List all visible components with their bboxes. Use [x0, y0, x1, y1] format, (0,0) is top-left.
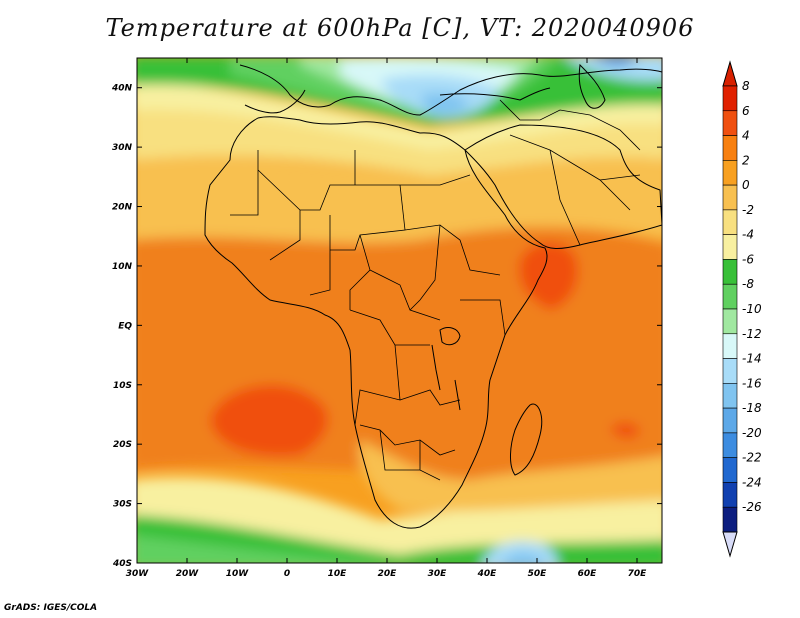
mediterranean-blue-deep	[420, 93, 470, 116]
northeast-blue-deep	[594, 58, 638, 66]
north-africa-warm-band	[137, 147, 662, 243]
madagascar-coastline	[510, 403, 543, 476]
colorbar-bottom-arrow	[722, 531, 738, 558]
colorbar-label: -10	[742, 302, 762, 316]
plot-frame	[136, 57, 663, 564]
colorbar-label: -6	[742, 252, 754, 266]
colorbar-segment	[722, 85, 738, 112]
colorbar-label: -12	[742, 327, 762, 341]
temperature-field	[137, 58, 662, 563]
lon-tick-label: 0	[284, 569, 290, 579]
north-pale-band	[137, 80, 662, 150]
coastlines-and-borders	[204, 63, 662, 529]
lat-tick-label: 20N	[112, 203, 133, 213]
colorbar-label: -26	[742, 500, 762, 514]
colorbar-label: -4	[742, 228, 754, 242]
colorbar-label: -2	[742, 203, 754, 217]
lat-tick-label: 30S	[113, 500, 132, 510]
caspian-coastline	[578, 63, 606, 109]
longitude-axis: 30W 20W 10W 0 10E 20E 30E 40E 50E 60E 70E	[126, 58, 647, 579]
europe-coastline	[239, 64, 662, 116]
south-subtropic-warm	[359, 440, 662, 512]
colorbar-label: 0	[742, 178, 750, 192]
colorbar-segment	[722, 506, 738, 533]
colorbar-segment	[722, 457, 738, 483]
colorbar-segment	[722, 110, 738, 136]
south-blue-core	[503, 552, 544, 563]
colorbar-label: 6	[742, 104, 750, 118]
colorbar-segment	[722, 407, 738, 434]
colorbar-label: -18	[742, 401, 762, 415]
lon-tick-label: 20E	[378, 569, 398, 579]
atlantic-hot-spot	[210, 384, 329, 457]
colorbar-segment	[722, 308, 738, 335]
arabia-borders	[509, 134, 641, 246]
lat-tick-label: 40S	[112, 559, 132, 569]
colorbar-segment	[722, 383, 738, 409]
colorbar-segment	[722, 283, 738, 310]
iberia-coastline	[244, 89, 306, 114]
colorbar-segment	[722, 358, 738, 384]
lat-tick-label: 10S	[113, 381, 132, 391]
colorbar-segment	[722, 259, 738, 285]
lat-tick-label: 30N	[112, 143, 133, 153]
lat-tick-label: 10N	[112, 262, 133, 272]
colorbar-segment	[722, 135, 738, 161]
colorbar-segment	[722, 432, 738, 458]
lat-tick-label: 40N	[111, 84, 133, 94]
colorbar-label: -8	[742, 277, 754, 291]
arabia-coastline	[464, 124, 662, 249]
colorbar-label: 4	[742, 129, 750, 143]
colorbar-label: -24	[742, 475, 762, 489]
lat-tick-label: 20S	[113, 440, 132, 450]
north-yellow-band	[137, 100, 662, 175]
colorbar-label: -16	[742, 376, 762, 390]
lon-tick-label: 60E	[578, 569, 598, 579]
colorbar-label: 8	[742, 79, 750, 93]
lon-tick-label: 50E	[528, 569, 548, 579]
colorbar-segment	[722, 482, 738, 508]
grads-credit: GrADS: IGES/COLA	[4, 603, 98, 613]
colorbar-segment	[722, 234, 738, 260]
colorbar-label: 2	[742, 153, 750, 167]
lon-tick-label: 10W	[226, 569, 250, 579]
colorbar: 8 6 4 2 0 -2 -4 -6 -8 -10 -12 -14 -16 -18 -20 -22 -24 -26	[722, 60, 762, 558]
colorbar-segment	[722, 333, 738, 359]
lon-tick-label: 20W	[176, 569, 200, 579]
lon-tick-label: 10E	[328, 569, 348, 579]
colorbar-top-arrow	[722, 60, 738, 87]
colorbar-segment	[722, 160, 738, 186]
anatolia-coastline	[439, 87, 551, 101]
northeast-blue-corner	[564, 58, 662, 82]
africa-coastline	[204, 116, 548, 529]
indian-ocean-hot-spot	[610, 422, 640, 439]
colorbar-label: -20	[742, 426, 762, 440]
latitude-axis: 40N 30N 20N 10N EQ 10S 20S 30S 40S	[111, 84, 662, 569]
colorbar-label: -22	[742, 451, 762, 465]
chart-title: Temperature at 600hPa [C], VT: 202004090…	[105, 14, 695, 42]
lon-tick-label: 40E	[477, 569, 498, 579]
lon-tick-label: 30E	[428, 569, 448, 579]
lon-tick-label: 30W	[126, 569, 150, 579]
country-borders	[230, 150, 506, 481]
lon-tick-label: 70E	[628, 569, 648, 579]
colorbar-label: -14	[742, 352, 762, 366]
colorbar-segment	[722, 209, 738, 235]
mideast-borders	[499, 99, 641, 151]
somalia-hot-spot	[519, 242, 579, 310]
lat-tick-label: EQ	[118, 321, 132, 331]
south-light-green-band	[137, 535, 369, 563]
tropical-warm-band	[137, 227, 662, 486]
colorbar-segment	[722, 184, 738, 211]
lake-victoria	[439, 327, 461, 346]
rift-lakes	[431, 344, 461, 411]
